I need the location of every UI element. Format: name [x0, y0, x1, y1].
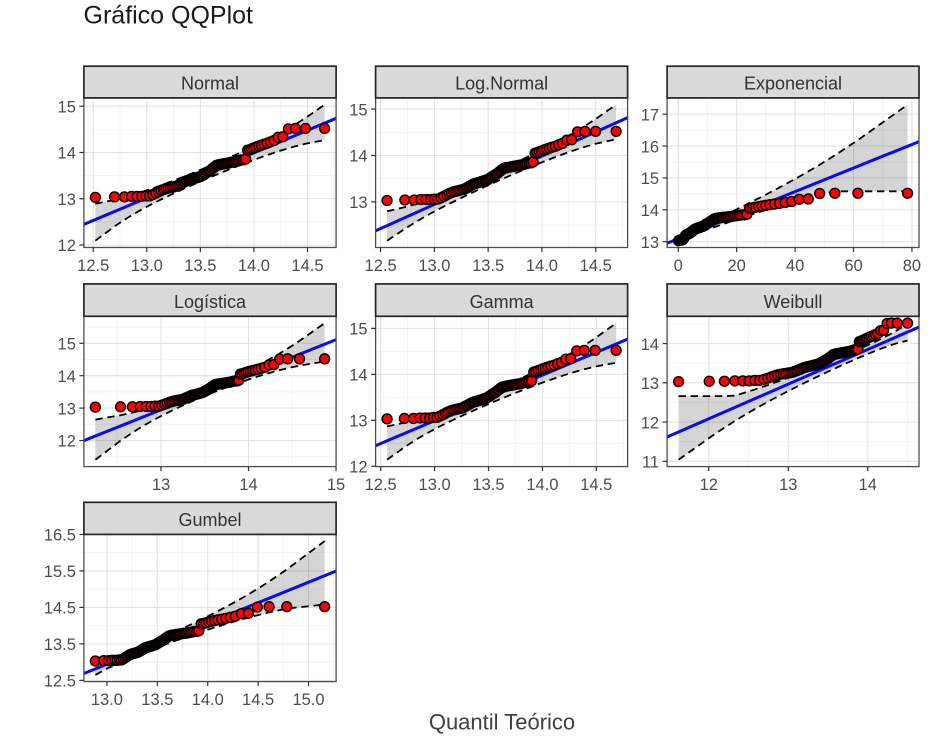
svg-text:0: 0 [674, 257, 683, 275]
svg-text:13: 13 [58, 191, 76, 209]
svg-text:13: 13 [349, 412, 367, 430]
svg-text:12.5: 12.5 [77, 257, 109, 275]
svg-text:14.0: 14.0 [526, 476, 558, 494]
svg-text:20: 20 [728, 257, 746, 275]
svg-text:14: 14 [641, 336, 659, 354]
svg-text:13: 13 [349, 194, 367, 212]
svg-text:12: 12 [641, 414, 659, 432]
svg-text:12.5: 12.5 [44, 673, 76, 691]
svg-text:12.5: 12.5 [365, 476, 397, 494]
svg-text:14: 14 [859, 476, 877, 494]
svg-text:Normal: Normal [181, 74, 239, 94]
svg-text:11: 11 [642, 454, 659, 472]
svg-text:Weibull: Weibull [764, 292, 823, 312]
svg-text:14: 14 [58, 145, 76, 163]
svg-text:17: 17 [641, 106, 659, 124]
svg-text:16.5: 16.5 [44, 527, 76, 545]
svg-text:15: 15 [641, 170, 659, 188]
svg-text:13: 13 [641, 234, 659, 252]
svg-text:15.0: 15.0 [292, 691, 324, 709]
svg-text:15.5: 15.5 [44, 563, 76, 581]
svg-text:15: 15 [349, 321, 367, 339]
svg-text:15: 15 [58, 335, 76, 353]
svg-text:13: 13 [641, 375, 659, 393]
svg-text:13.0: 13.0 [418, 257, 450, 275]
svg-text:15: 15 [349, 101, 367, 119]
svg-text:14.5: 14.5 [580, 476, 612, 494]
svg-text:12: 12 [58, 237, 76, 255]
svg-text:14.0: 14.0 [192, 691, 224, 709]
svg-text:Gráfico QQPlot: Gráfico QQPlot [84, 2, 254, 30]
svg-text:Gamma: Gamma [470, 292, 535, 312]
svg-text:13: 13 [152, 476, 170, 494]
svg-text:14.0: 14.0 [238, 257, 270, 275]
svg-text:14: 14 [349, 367, 367, 385]
svg-text:14: 14 [58, 368, 76, 386]
svg-text:14.5: 14.5 [580, 257, 612, 275]
svg-text:60: 60 [844, 257, 862, 275]
svg-text:13.5: 13.5 [44, 636, 76, 654]
svg-text:16: 16 [641, 138, 659, 156]
svg-text:13.5: 13.5 [184, 257, 216, 275]
svg-text:14: 14 [349, 148, 367, 166]
svg-text:14.5: 14.5 [44, 600, 76, 618]
svg-text:13: 13 [779, 476, 797, 494]
svg-text:13: 13 [58, 400, 76, 418]
svg-text:14: 14 [641, 202, 659, 220]
svg-text:12.5: 12.5 [365, 257, 397, 275]
svg-text:Logística: Logística [174, 292, 247, 312]
svg-text:13.5: 13.5 [472, 476, 504, 494]
svg-text:13.0: 13.0 [91, 691, 123, 709]
svg-text:Gumbel: Gumbel [178, 510, 241, 530]
svg-text:13.0: 13.0 [419, 476, 451, 494]
svg-text:Log.Normal: Log.Normal [455, 74, 548, 94]
svg-text:14.5: 14.5 [291, 257, 323, 275]
svg-text:80: 80 [903, 257, 921, 275]
svg-text:40: 40 [786, 257, 804, 275]
svg-text:14.0: 14.0 [526, 257, 558, 275]
svg-text:13.5: 13.5 [472, 257, 504, 275]
svg-text:13.0: 13.0 [131, 257, 163, 275]
svg-text:12: 12 [700, 476, 718, 494]
svg-text:15: 15 [327, 476, 345, 494]
svg-text:12: 12 [58, 433, 76, 451]
svg-text:14: 14 [239, 476, 257, 494]
svg-text:14.5: 14.5 [242, 691, 274, 709]
svg-text:13.5: 13.5 [141, 691, 173, 709]
svg-text:Quantil Teórico: Quantil Teórico [429, 710, 575, 735]
svg-text:Exponencial: Exponencial [744, 74, 842, 94]
svg-text:12: 12 [349, 458, 367, 476]
svg-text:15: 15 [58, 98, 76, 116]
